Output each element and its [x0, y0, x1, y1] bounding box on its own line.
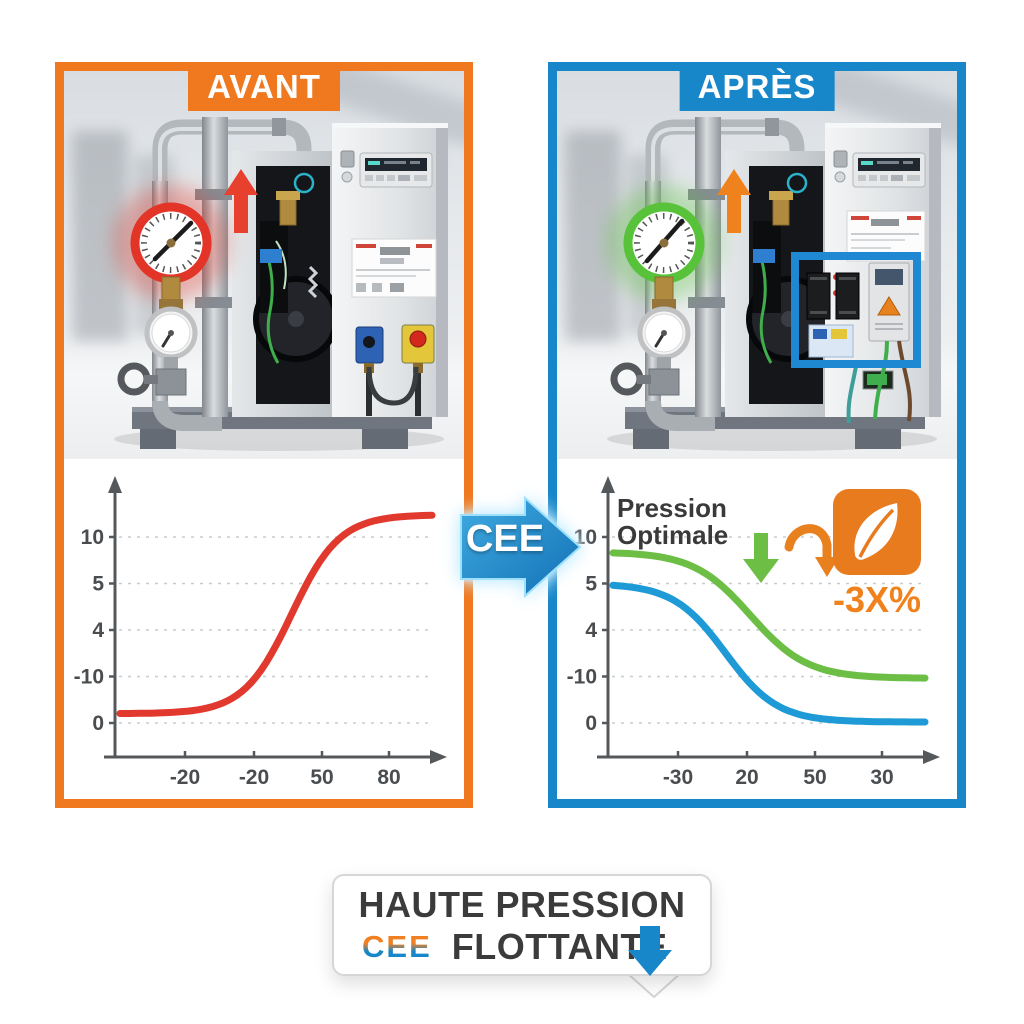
green-down-arrow-icon [743, 533, 779, 583]
white-wire [275, 240, 287, 290]
warning-triangle-icon [877, 296, 901, 316]
spec-label [351, 238, 437, 298]
cee-arrow-label: CEE [465, 518, 545, 560]
y-tick-label: 10 [574, 526, 597, 549]
series-pression-optimale-verte [609, 549, 929, 682]
handwheel [610, 362, 644, 396]
savings-badge: -3X% [832, 579, 922, 620]
pression-optimale-label: Pression Optimale [617, 493, 729, 551]
green-wire [264, 250, 280, 364]
x-axis-arrow [430, 750, 447, 764]
series-pression-flottante-bleue [609, 581, 929, 726]
apres-banner: APRÈS [679, 62, 835, 111]
vfd-module [835, 272, 860, 320]
brass-solenoid [279, 198, 297, 226]
y-axis-arrow [601, 476, 615, 493]
x-tick-label: -20 [170, 766, 200, 789]
y-tick-label: 4 [92, 619, 104, 642]
x-tick-label: 20 [735, 766, 758, 789]
vfd-drive-group [791, 252, 921, 424]
y-tick-label: 0 [92, 712, 104, 735]
x-tick-label: -30 [663, 766, 693, 789]
brass-solenoid [772, 198, 790, 226]
control-cabinet [332, 123, 448, 417]
chart-apres: 10 5 4 -10 0 -30 20 50 30 Pression Optimale -3X% [557, 459, 957, 799]
small-gauge [637, 306, 691, 371]
blue-down-arrow-icon [628, 926, 672, 976]
top-pipes [152, 118, 312, 191]
elbow-pipe [152, 400, 222, 431]
teal-logo-mark [293, 172, 315, 194]
chart-avant: 10 5 4 -10 0 -20 -20 50 80 [64, 459, 464, 799]
floor-shadow [114, 427, 444, 451]
pressure-up-arrow-icon [224, 169, 258, 233]
brass-fitting [654, 276, 674, 302]
valve-assembly [610, 362, 680, 396]
x-tick-label: 50 [803, 766, 826, 789]
leaf-icon [854, 503, 898, 560]
drive-unit [868, 262, 910, 342]
pressure-gauge-red [113, 185, 229, 309]
floor-shadow [607, 427, 937, 451]
banner-title-line1: HAUTE PRESSION [358, 884, 686, 925]
vfd-module [806, 272, 831, 320]
avant-banner: AVANT [188, 62, 340, 111]
display-unit [852, 152, 926, 188]
small-switch [833, 150, 848, 168]
x-tick-label: 80 [377, 766, 400, 789]
x-tick-label: 50 [310, 766, 333, 789]
small-switch [340, 150, 355, 168]
handwheel [117, 362, 151, 396]
x-tick-label: -20 [239, 766, 269, 789]
banner-tail [625, 972, 683, 999]
machine-avant [113, 117, 448, 451]
y-tick-label: 0 [585, 712, 597, 735]
panel-apres: APRÈS [548, 62, 966, 808]
blue-valve [260, 249, 282, 263]
green-wire [757, 250, 773, 364]
top-pipes [645, 118, 805, 191]
drive-screen [875, 269, 903, 285]
corrugated-hose [307, 265, 319, 299]
y-tick-label: 5 [92, 573, 104, 596]
blue-valve [753, 249, 775, 263]
x-tick-label: 30 [870, 766, 893, 789]
y-tick-label: 5 [585, 573, 597, 596]
display-unit [359, 152, 433, 188]
brown-cable [897, 340, 912, 422]
estop-button [409, 330, 427, 348]
vfd-highlight-box [791, 252, 921, 368]
y-tick-label: -10 [74, 666, 104, 689]
panel-avant: AVANT [55, 62, 473, 808]
x-axis-arrow [923, 750, 940, 764]
banner-title-line2: CEE FLOTTANTE [334, 926, 710, 968]
banner-word-flottante: FLOTTANTE [451, 926, 668, 967]
cee-logo: CEE [362, 929, 432, 964]
chart-apres-svg: 10 5 4 -10 0 -30 20 50 30 [567, 476, 940, 789]
cee-transition-arrow [460, 495, 582, 599]
y-tick-label: 10 [81, 526, 104, 549]
photo-avant [64, 71, 464, 459]
teal-logo-mark [786, 172, 808, 194]
small-gauge [144, 306, 198, 371]
pressure-gauge-green [606, 185, 722, 309]
switch-boxes [355, 324, 435, 416]
green-cable [873, 340, 889, 420]
u-cable [366, 366, 419, 406]
open-compressor-bay [253, 166, 339, 404]
pressure-up-arrow-icon [717, 169, 751, 233]
series-haute-pression-constante [116, 511, 436, 717]
eco-leaf-badge [833, 489, 921, 575]
bottom-banner: HAUTE PRESSION CEE FLOTTANTE [332, 874, 712, 976]
valve-assembly [117, 362, 187, 396]
y-tick-label: -10 [567, 666, 597, 689]
photo-apres [557, 71, 957, 459]
chart-avant-svg: 10 5 4 -10 0 -20 -20 50 80 [74, 476, 447, 789]
y-axis-arrow [108, 476, 122, 493]
y-tick-label: 4 [585, 619, 597, 642]
elbow-pipe [645, 400, 715, 431]
machine-apres [606, 117, 941, 451]
brass-fitting [161, 276, 181, 302]
